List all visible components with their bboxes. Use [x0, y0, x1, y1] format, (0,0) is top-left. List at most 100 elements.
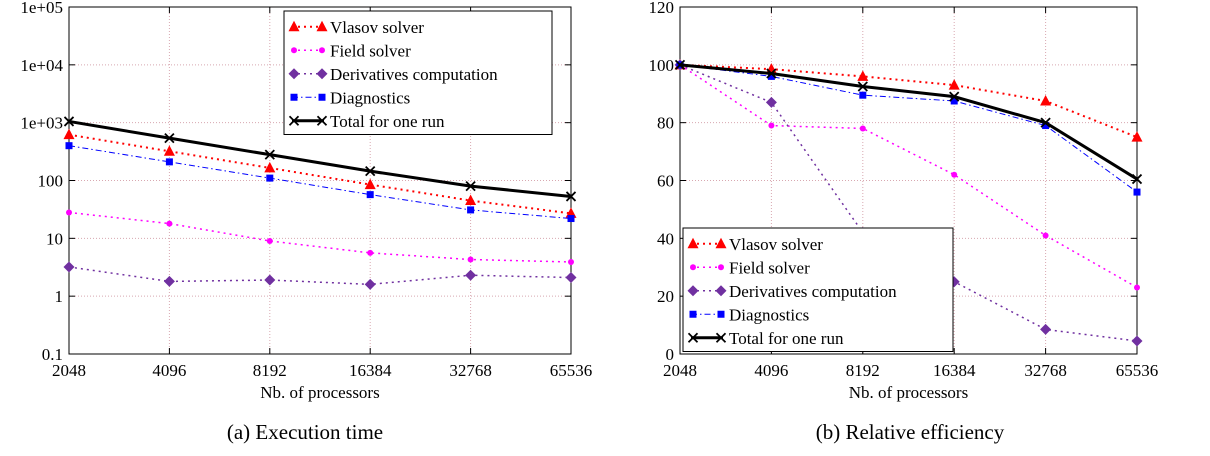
data-point: [467, 206, 475, 214]
legend-marker: [319, 47, 325, 54]
legend-marker: [288, 68, 300, 80]
legend-label: Derivatives computation: [330, 65, 498, 84]
legend: Vlasov solver Field solver Derivatives com…: [682, 227, 954, 352]
data-point: [163, 145, 175, 156]
y-tick-label: 1e+05: [20, 0, 63, 17]
series-vlasov-solver: [63, 128, 577, 218]
series-line: [679, 64, 1138, 193]
legend-label: Field solver: [330, 41, 411, 60]
data-point: [951, 171, 958, 178]
data-point: [1134, 284, 1140, 291]
data-point: [465, 180, 476, 192]
y-tick-label: 100: [649, 56, 675, 75]
data-point: [950, 97, 958, 105]
legend-box: [283, 10, 553, 135]
chart-a-caption: (a) Execution time: [226, 420, 384, 444]
legend-label: Field solver: [729, 258, 810, 277]
data-point: [765, 96, 777, 108]
y-tick-label: 80: [657, 114, 674, 133]
x-tick-label: 4096: [754, 361, 788, 380]
y-tick-label: 100: [38, 172, 64, 191]
legend-marker: [316, 20, 328, 32]
series-line: [679, 64, 1138, 342]
relative-efficiency-chart: 0 20 40 60 80 100 120 2048 4096 8192 16384 32768 655…: [649, 0, 1159, 402]
data-point: [949, 91, 960, 102]
data-point: [264, 161, 276, 173]
series-line: [68, 119, 572, 198]
legend-label: Derivatives computation: [729, 282, 897, 301]
legend-box: [682, 227, 954, 352]
x-tick-label: 8192: [253, 361, 287, 380]
series-total-for-one-run: [674, 59, 1143, 185]
data-point: [364, 278, 376, 290]
legend: Vlasov solver Field solver Derivatives com…: [283, 10, 553, 135]
data-point: [567, 215, 575, 223]
x-tick-label: 2048: [52, 361, 86, 380]
legend-marker: [687, 285, 699, 297]
legend-label: Vlasov solver: [729, 235, 823, 254]
x-axis-label: Nb. of processors: [849, 383, 968, 402]
data-point: [1131, 173, 1143, 185]
legend-marker: [288, 115, 300, 126]
legend-marker: [690, 264, 696, 271]
data-point: [467, 256, 474, 263]
legend-marker: [687, 332, 699, 343]
x-tick-label: 16384: [933, 361, 976, 380]
y-tick-label: 1e+04: [20, 56, 63, 75]
x-tick-label: 2048: [663, 361, 697, 380]
y-tick-label: 1: [55, 287, 64, 306]
series-line: [679, 63, 1138, 181]
legend-marker: [316, 68, 328, 80]
x-tick-label: 32768: [1024, 361, 1067, 380]
series-line: [68, 266, 572, 286]
data-point: [264, 274, 276, 286]
data-point: [365, 166, 376, 177]
series-line: [68, 145, 572, 220]
legend-marker: [715, 237, 727, 249]
execution-time-chart: 0.1 1 10 100 1e+03 1e+04 1e+05 2048 4096 8192 1638…: [20, 0, 592, 402]
legend-marker: [718, 264, 724, 271]
data-point: [1042, 232, 1049, 239]
data-point: [1133, 188, 1141, 196]
data-point: [264, 149, 275, 160]
data-point: [1040, 117, 1051, 128]
series-derivatives-computation: [63, 261, 577, 290]
data-point: [166, 220, 173, 227]
series-total-for-one-run: [63, 116, 577, 202]
legend-marker: [689, 310, 697, 318]
y-tick-label: 10: [46, 229, 63, 248]
data-point: [465, 194, 477, 206]
legend-marker: [687, 237, 699, 249]
data-point: [565, 191, 577, 202]
data-point: [66, 209, 72, 216]
y-tick-label: 120: [649, 0, 675, 17]
data-point: [568, 258, 574, 265]
data-point: [768, 122, 775, 129]
series-line: [68, 133, 572, 215]
series-line: [68, 211, 572, 263]
legend-label: Total for one run: [330, 112, 445, 131]
data-point: [165, 158, 173, 166]
x-tick-label: 16384: [349, 361, 392, 380]
data-point: [766, 68, 777, 79]
data-point: [674, 59, 686, 70]
x-tick-label: 32768: [449, 361, 492, 380]
data-point: [367, 249, 374, 256]
data-point: [164, 133, 175, 144]
data-point: [857, 81, 868, 92]
legend-marker: [318, 93, 326, 101]
data-point: [859, 125, 866, 132]
y-tick-label: 0: [666, 345, 675, 364]
series-line: [679, 64, 1138, 289]
x-tick-label: 8192: [846, 361, 880, 380]
y-tick-label: 60: [657, 172, 674, 191]
data-point: [1131, 335, 1143, 347]
y-tick-label: 20: [657, 287, 674, 306]
data-point: [364, 178, 376, 190]
chart-b-caption: (b) Relative efficiency: [815, 420, 1005, 444]
data-point: [63, 116, 75, 127]
data-point: [859, 91, 867, 99]
y-tick-label: 1e+03: [20, 114, 63, 133]
data-point: [163, 275, 175, 287]
data-point: [63, 261, 75, 273]
